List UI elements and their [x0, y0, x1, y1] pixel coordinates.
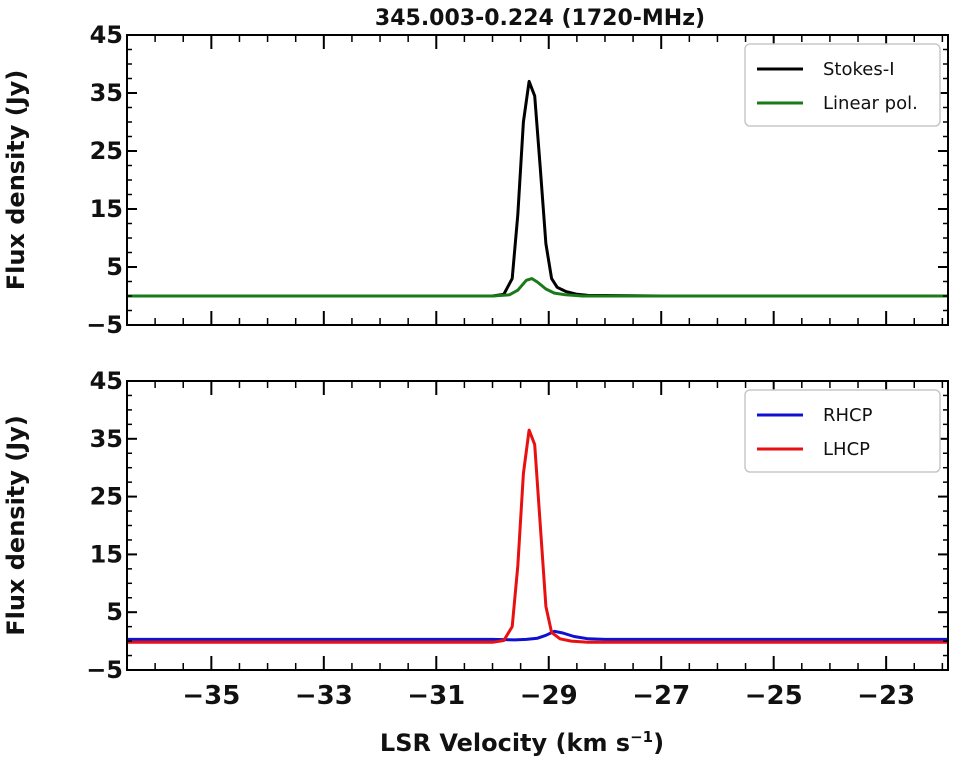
y-tick-label: 5	[106, 598, 123, 626]
y-tick-label: −5	[86, 656, 123, 684]
y-axis-label: Flux density (Jy)	[2, 415, 30, 636]
legend: RHCP LHCP	[744, 389, 941, 473]
chart-title: 345.003-0.224 (1720-MHz)	[375, 6, 705, 31]
y-tick-label: 35	[90, 425, 123, 453]
x-tick-label: −25	[745, 681, 803, 711]
legend: Stokes-I Linear pol.	[744, 43, 941, 127]
x-axis-label: LSR Velocity (km s−1)	[380, 728, 664, 757]
x-tick-label: −29	[520, 681, 578, 711]
y-tick-label: 45	[90, 367, 123, 395]
x-tick-label: −31	[407, 681, 465, 711]
x-tick-label: −27	[632, 681, 690, 711]
x-axis-label-main: LSR Velocity (km s	[380, 729, 630, 757]
x-axis-label-tail: )	[653, 729, 664, 757]
x-tick-label: −23	[857, 681, 915, 711]
legend-box	[744, 389, 941, 473]
legend-label: LHCP	[823, 439, 870, 460]
y-tick-label: 15	[90, 540, 123, 568]
series-line-rhcp	[127, 629, 948, 642]
bottom-panel: −5 5 15 25 35 45 −35 −33 −31 −29 −27 −25 −23 Flux den…	[2, 367, 949, 711]
legend-label: Stokes-I	[823, 59, 895, 80]
y-tick-label: 45	[90, 21, 123, 49]
y-tick-label: −5	[86, 311, 123, 339]
y-tick-label: 25	[90, 137, 123, 165]
legend-label: Linear pol.	[823, 93, 918, 114]
y-tick-label: 5	[106, 253, 123, 281]
x-axis-label-superscript: −1	[630, 728, 653, 746]
top-panel: −5 5 15 25 35 45 Flux density (Jy) Stokes-I Line…	[2, 21, 949, 339]
y-tick-label: 35	[90, 79, 123, 107]
legend-box	[744, 43, 941, 127]
x-tick-label: −35	[182, 681, 240, 711]
series-line-linear-pol	[127, 277, 948, 298]
y-tick-label: 15	[90, 195, 123, 223]
series-line-lhcp	[127, 428, 948, 644]
y-tick-label: 25	[90, 483, 123, 511]
legend-label: RHCP	[823, 405, 873, 426]
x-tick-label: −33	[295, 681, 353, 711]
y-axis-label: Flux density (Jy)	[2, 70, 30, 291]
